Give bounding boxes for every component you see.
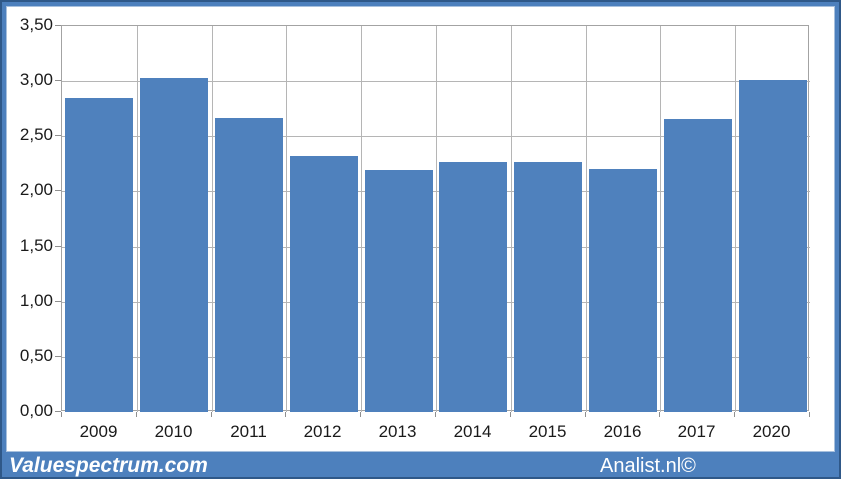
bar-2016 <box>589 169 657 412</box>
bar-2020 <box>739 80 807 412</box>
y-axis-tick <box>55 411 61 412</box>
x-axis-label: 2015 <box>528 422 567 441</box>
x-axis-tick <box>435 412 436 417</box>
x-axis-label: 2012 <box>303 422 342 441</box>
y-axis-tick <box>55 25 61 26</box>
bar-2013 <box>365 170 433 412</box>
footer-bar: Valuespectrum.com Analist.nl© <box>0 453 841 479</box>
x-axis-tick <box>136 412 137 417</box>
gridline-vertical <box>660 26 661 412</box>
y-axis-label: 2,00 <box>19 180 53 200</box>
y-axis-label: 1,50 <box>19 235 53 255</box>
x-axis-tick <box>734 412 735 417</box>
y-axis-label: 1,00 <box>19 290 53 310</box>
x-axis-label: 2013 <box>378 422 417 441</box>
x-axis-label: 2011 <box>230 422 267 441</box>
x-axis-label: 2020 <box>752 422 791 441</box>
x-axis-tick <box>360 412 361 417</box>
x-axis-label: 2010 <box>154 422 193 441</box>
y-axis-label: 0,50 <box>19 345 53 365</box>
gridline-vertical <box>735 26 736 412</box>
plot-area <box>61 25 810 412</box>
gridline-vertical <box>212 26 213 412</box>
chart-panel: 0,00 0,50 1,00 1,50 2,00 2,50 3,00 3,50 2009 201… <box>6 6 835 452</box>
gridline-vertical <box>436 26 437 412</box>
y-axis-tick <box>55 135 61 137</box>
y-axis-label: 2,50 <box>19 125 53 145</box>
bar-2017 <box>664 119 732 412</box>
bar-2015 <box>514 162 582 412</box>
x-axis-tick <box>510 412 511 417</box>
y-axis-tick <box>55 245 61 247</box>
y-axis-tick <box>55 190 61 192</box>
bar-2012 <box>290 156 358 412</box>
y-axis-tick <box>55 355 61 357</box>
x-axis-tick <box>585 412 586 417</box>
gridline-vertical <box>511 26 512 412</box>
bar-2009 <box>65 98 133 412</box>
gridline-vertical <box>586 26 587 412</box>
x-axis-label: 2016 <box>603 422 642 441</box>
y-axis-label: 3,50 <box>19 15 53 34</box>
x-axis-label: 2017 <box>677 422 716 441</box>
x-axis-tick <box>61 412 62 417</box>
x-axis-label: 2014 <box>453 422 492 441</box>
x-axis-tick <box>211 412 212 417</box>
x-axis-tick <box>809 412 810 417</box>
bar-2010 <box>140 78 208 412</box>
bar-2011 <box>215 118 283 412</box>
x-axis-tick <box>659 412 660 417</box>
y-axis-tick <box>55 300 61 302</box>
bar-2014 <box>439 162 507 412</box>
y-axis-tick <box>55 80 61 82</box>
y-axis-label: 3,00 <box>19 70 53 90</box>
y-axis-label: 0,00 <box>19 401 53 420</box>
gridline-vertical <box>361 26 362 412</box>
valuespectrum-watermark: Valuespectrum.com <box>9 454 208 477</box>
x-axis-label: 2009 <box>79 422 118 441</box>
gridline-vertical <box>286 26 287 412</box>
x-axis-tick <box>285 412 286 417</box>
analist-watermark: Analist.nl© <box>600 455 696 477</box>
gridline-vertical <box>137 26 138 412</box>
